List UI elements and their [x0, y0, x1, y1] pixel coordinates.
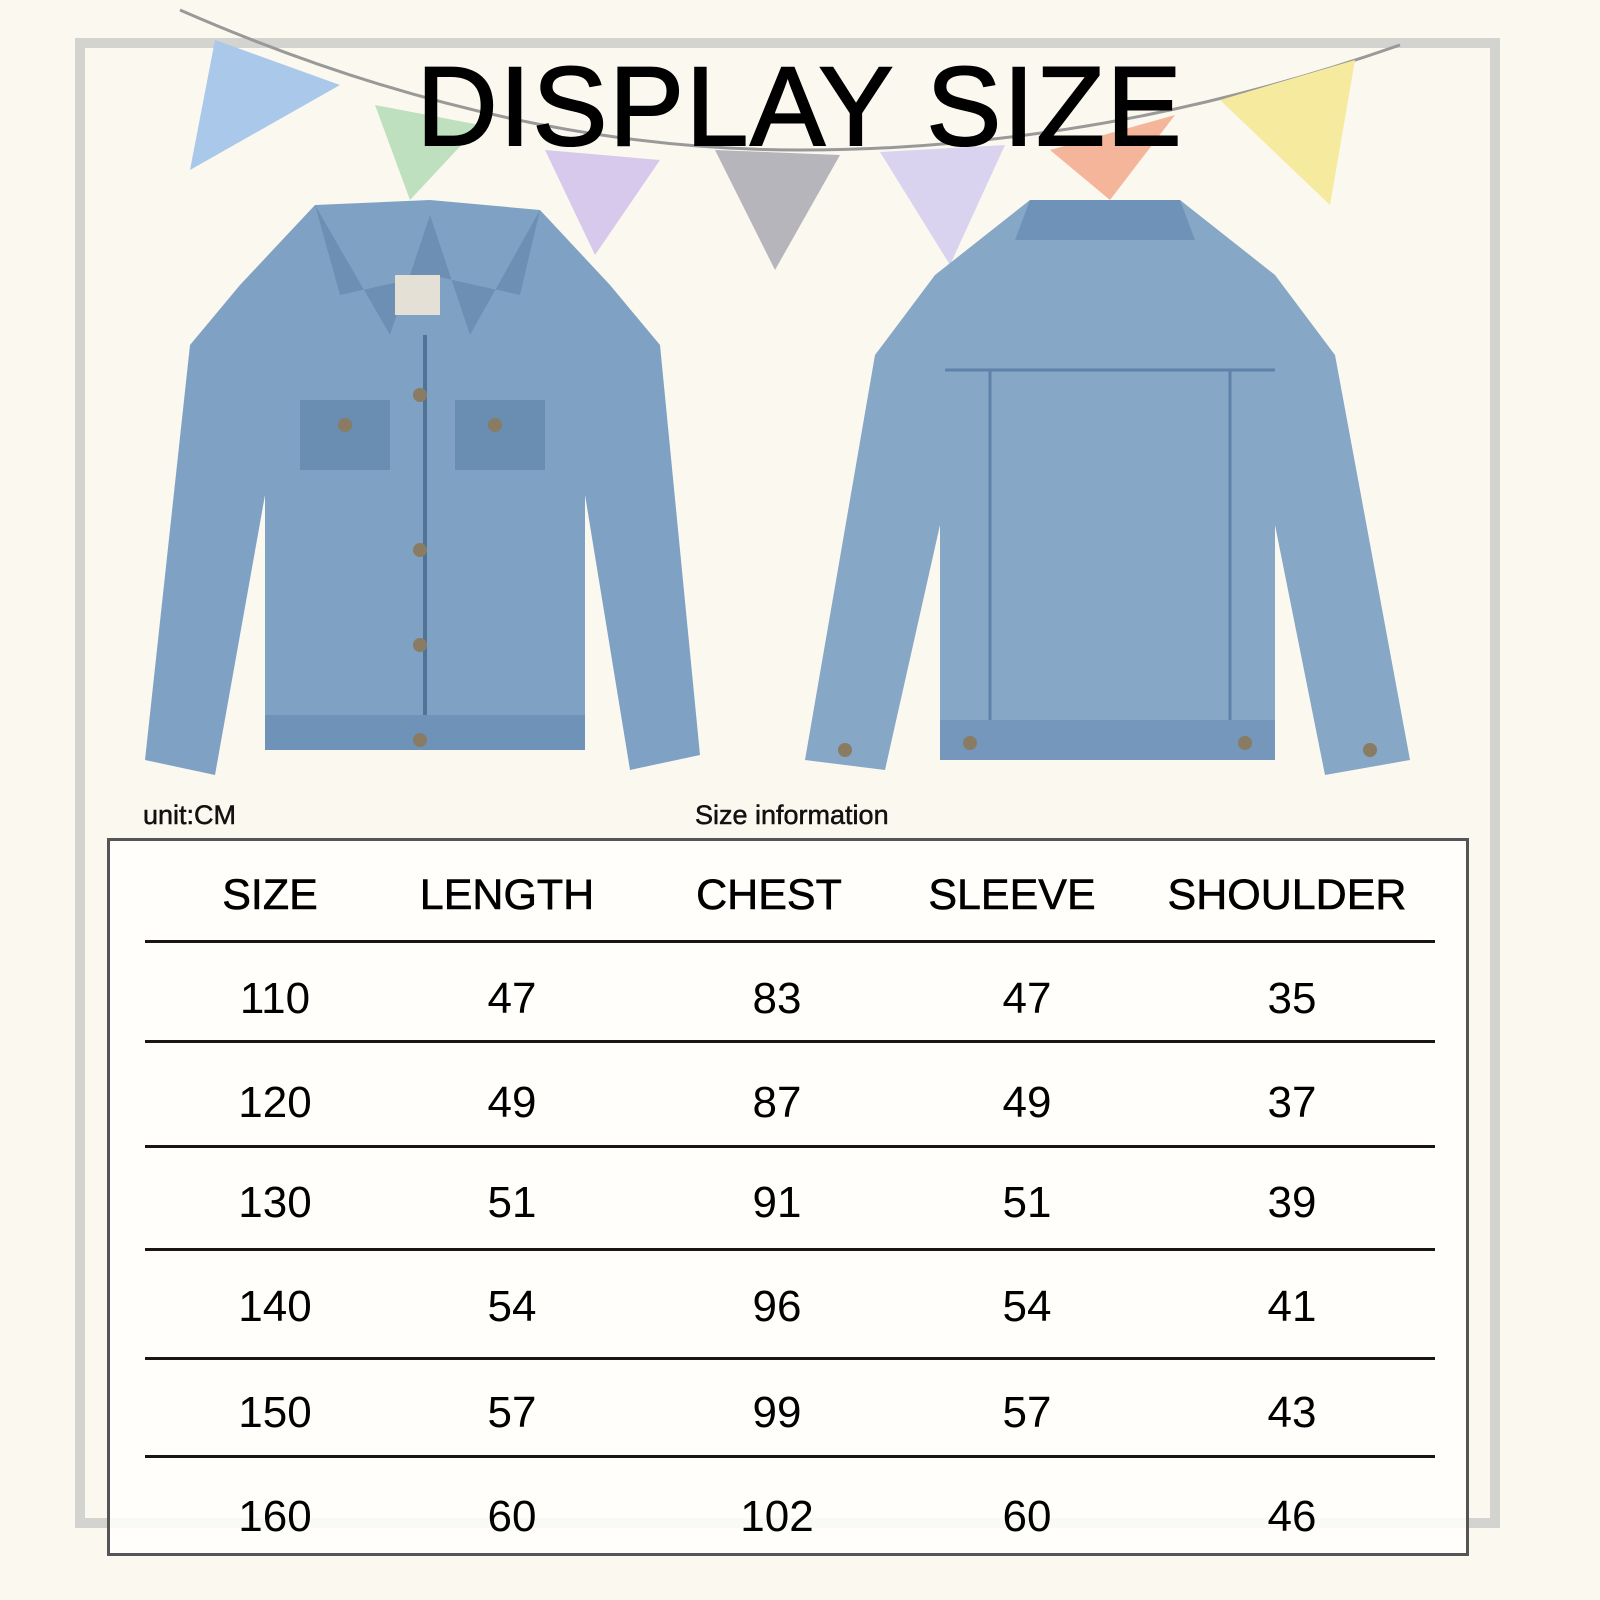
- table-cell-length: 54: [487, 1282, 537, 1331]
- size-table: SIZE LENGTH CHEST SLEEVE SHOULDER 110 47 8…: [107, 838, 1469, 1556]
- table-cell-chest: 91: [752, 1178, 802, 1227]
- table-cell-size: 110: [239, 974, 311, 1023]
- table-cell-chest: 99: [752, 1388, 802, 1437]
- table-cell-shoulder: 39: [1267, 1178, 1317, 1227]
- table-cell-chest: 96: [752, 1282, 802, 1331]
- table-cell-chest: 83: [752, 974, 802, 1023]
- header-length: LENGTH: [419, 871, 595, 920]
- table-cell-size: 130: [238, 1178, 312, 1227]
- page-title: DISPLAY SIZE: [416, 43, 1184, 170]
- table-cell-sleeve: 49: [1002, 1078, 1052, 1127]
- table-cell-shoulder: 41: [1267, 1282, 1317, 1331]
- row-divider: [145, 1040, 1435, 1043]
- table-cell-shoulder: 43: [1267, 1388, 1317, 1437]
- table-cell-size: 120: [238, 1078, 312, 1127]
- unit-label: unit:CM: [143, 800, 237, 831]
- table-cell-sleeve: 60: [1002, 1492, 1052, 1541]
- table-cell-length: 47: [487, 974, 537, 1023]
- header-sleeve: SLEEVE: [928, 871, 1096, 920]
- table-cell-length: 57: [487, 1388, 537, 1437]
- table-cell-length: 60: [487, 1492, 537, 1541]
- row-divider: [145, 1145, 1435, 1148]
- table-cell-chest: 102: [740, 1492, 814, 1541]
- table-cell-length: 49: [487, 1078, 537, 1127]
- bunting-decoration: [179, 8, 1401, 270]
- header-chest: CHEST: [696, 871, 842, 920]
- row-divider: [145, 940, 1435, 943]
- table-cell-size: 140: [238, 1282, 312, 1331]
- table-cell-shoulder: 37: [1267, 1078, 1317, 1127]
- row-divider: [145, 1248, 1435, 1251]
- jacket-front-image: [145, 200, 700, 775]
- table-cell-chest: 87: [752, 1078, 802, 1127]
- table-cell-sleeve: 47: [1002, 974, 1052, 1023]
- row-divider: [145, 1455, 1435, 1458]
- table-cell-length: 51: [487, 1178, 537, 1227]
- table-cell-sleeve: 51: [1002, 1178, 1052, 1227]
- table-caption: Size information: [695, 800, 889, 831]
- jacket-back-image: [805, 200, 1410, 775]
- row-divider: [145, 1357, 1435, 1360]
- table-cell-size: 160: [238, 1492, 312, 1541]
- table-cell-size: 150: [238, 1388, 312, 1437]
- header-shoulder: SHOULDER: [1167, 871, 1407, 920]
- table-cell-sleeve: 57: [1002, 1388, 1052, 1437]
- table-cell-shoulder: 35: [1267, 974, 1317, 1023]
- table-cell-shoulder: 46: [1267, 1492, 1317, 1541]
- header-size: SIZE: [222, 871, 318, 920]
- table-cell-sleeve: 54: [1002, 1282, 1052, 1331]
